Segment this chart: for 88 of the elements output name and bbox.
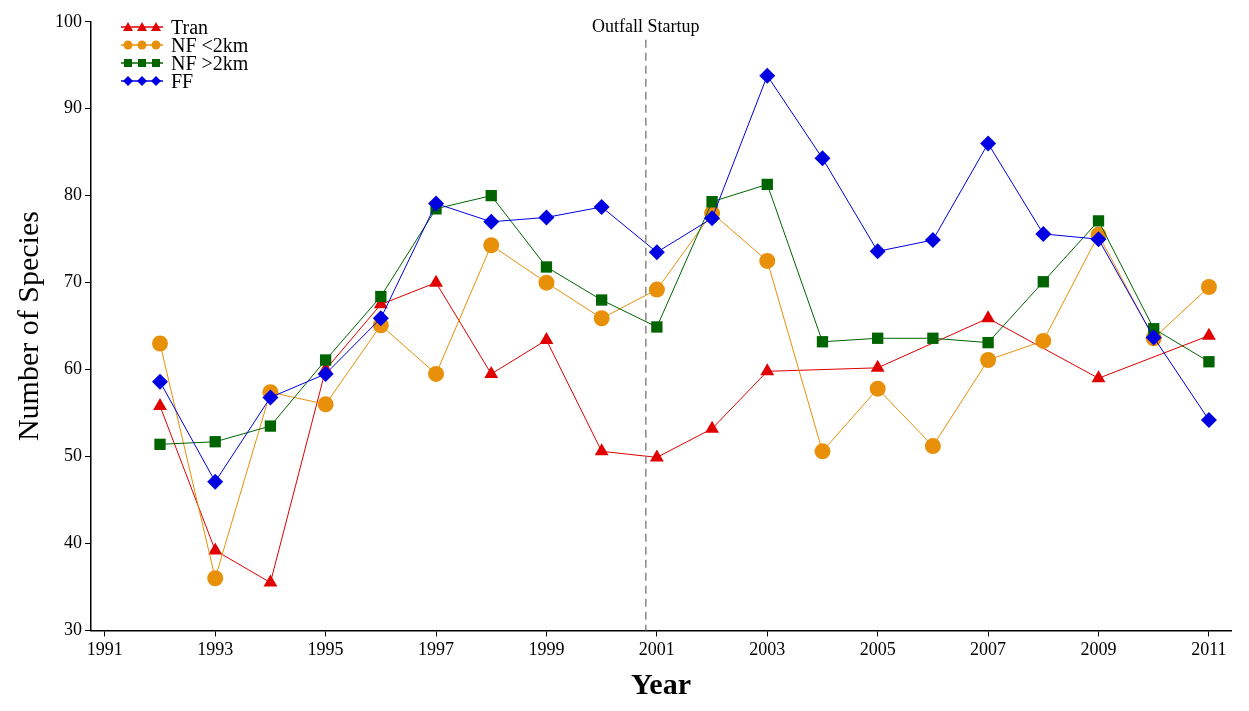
- x-tick-label: 2001: [638, 638, 675, 659]
- x-tick-label: 2009: [1080, 638, 1117, 659]
- point: [924, 232, 941, 249]
- point: [317, 365, 334, 382]
- y-tick-label: 50: [64, 445, 82, 466]
- point: [1037, 276, 1049, 288]
- point: [814, 443, 831, 460]
- point: [207, 473, 224, 490]
- point: [483, 237, 500, 254]
- point: [816, 336, 829, 348]
- point: [209, 436, 221, 448]
- x-tick-label: 1991: [86, 638, 123, 659]
- point: [375, 290, 387, 303]
- point: [593, 310, 610, 327]
- y-tick-label: 100: [55, 10, 82, 31]
- x-tick-label: 1993: [197, 638, 234, 659]
- x-tick-label: 1995: [307, 638, 344, 659]
- point: [1091, 370, 1106, 383]
- x-tick-label: 2011: [1191, 638, 1227, 659]
- point: [264, 420, 277, 432]
- point: [981, 310, 996, 323]
- point: [706, 196, 718, 208]
- point: [1200, 412, 1217, 428]
- y-axis-title: Number of Species: [10, 211, 44, 442]
- x-tick-label: 1997: [418, 638, 455, 659]
- x-tick-label: 2007: [970, 638, 1007, 659]
- point: [1201, 327, 1216, 340]
- point: [540, 261, 553, 273]
- point: [869, 380, 886, 397]
- point: [484, 365, 499, 378]
- point: [152, 335, 169, 352]
- point: [1035, 225, 1052, 242]
- point: [705, 420, 719, 433]
- point: [980, 135, 997, 152]
- point: [980, 352, 997, 369]
- point: [594, 443, 609, 456]
- ref-line-label: Outfall Startup: [592, 15, 700, 36]
- x-tick-label: 2005: [859, 638, 896, 659]
- point: [152, 373, 169, 390]
- y-tick-label: 90: [64, 97, 82, 118]
- point: [648, 244, 665, 261]
- point: [319, 354, 332, 366]
- y-tick-label: 70: [64, 271, 82, 292]
- point: [869, 243, 886, 260]
- point: [538, 209, 555, 226]
- point: [539, 332, 554, 345]
- point: [428, 195, 445, 212]
- point: [483, 213, 500, 230]
- x-axis-title: Year: [631, 666, 691, 700]
- point: [538, 274, 555, 291]
- y-tick-label: 30: [64, 619, 82, 640]
- point: [759, 252, 776, 269]
- point: [870, 359, 885, 372]
- point: [372, 310, 389, 327]
- y-tick-label: 60: [64, 358, 82, 379]
- point: [1203, 356, 1215, 368]
- point: [1035, 332, 1052, 349]
- point: [982, 336, 994, 349]
- x-tick-label: 1999: [528, 638, 565, 659]
- point: [428, 365, 445, 382]
- point: [208, 542, 223, 555]
- point: [262, 389, 279, 406]
- point: [153, 398, 167, 411]
- point: [1200, 278, 1217, 295]
- y-tick-label: 40: [64, 532, 82, 553]
- point: [263, 574, 278, 587]
- point: [648, 281, 665, 298]
- point: [1092, 215, 1105, 227]
- point: [154, 438, 166, 450]
- point: [593, 198, 610, 215]
- point: [760, 363, 775, 376]
- point: [651, 321, 663, 333]
- point: [924, 438, 941, 455]
- point: [814, 150, 831, 167]
- point: [207, 570, 224, 587]
- point: [317, 396, 334, 413]
- point: [872, 332, 884, 344]
- point: [649, 449, 664, 462]
- point: [485, 190, 497, 202]
- x-tick-label: 2003: [749, 638, 786, 659]
- point: [704, 210, 721, 227]
- point: [759, 67, 776, 84]
- y-tick-label: 80: [64, 184, 82, 205]
- point: [761, 178, 773, 191]
- point: [596, 294, 608, 306]
- point: [927, 332, 939, 344]
- point: [1090, 231, 1107, 248]
- point: [429, 274, 443, 287]
